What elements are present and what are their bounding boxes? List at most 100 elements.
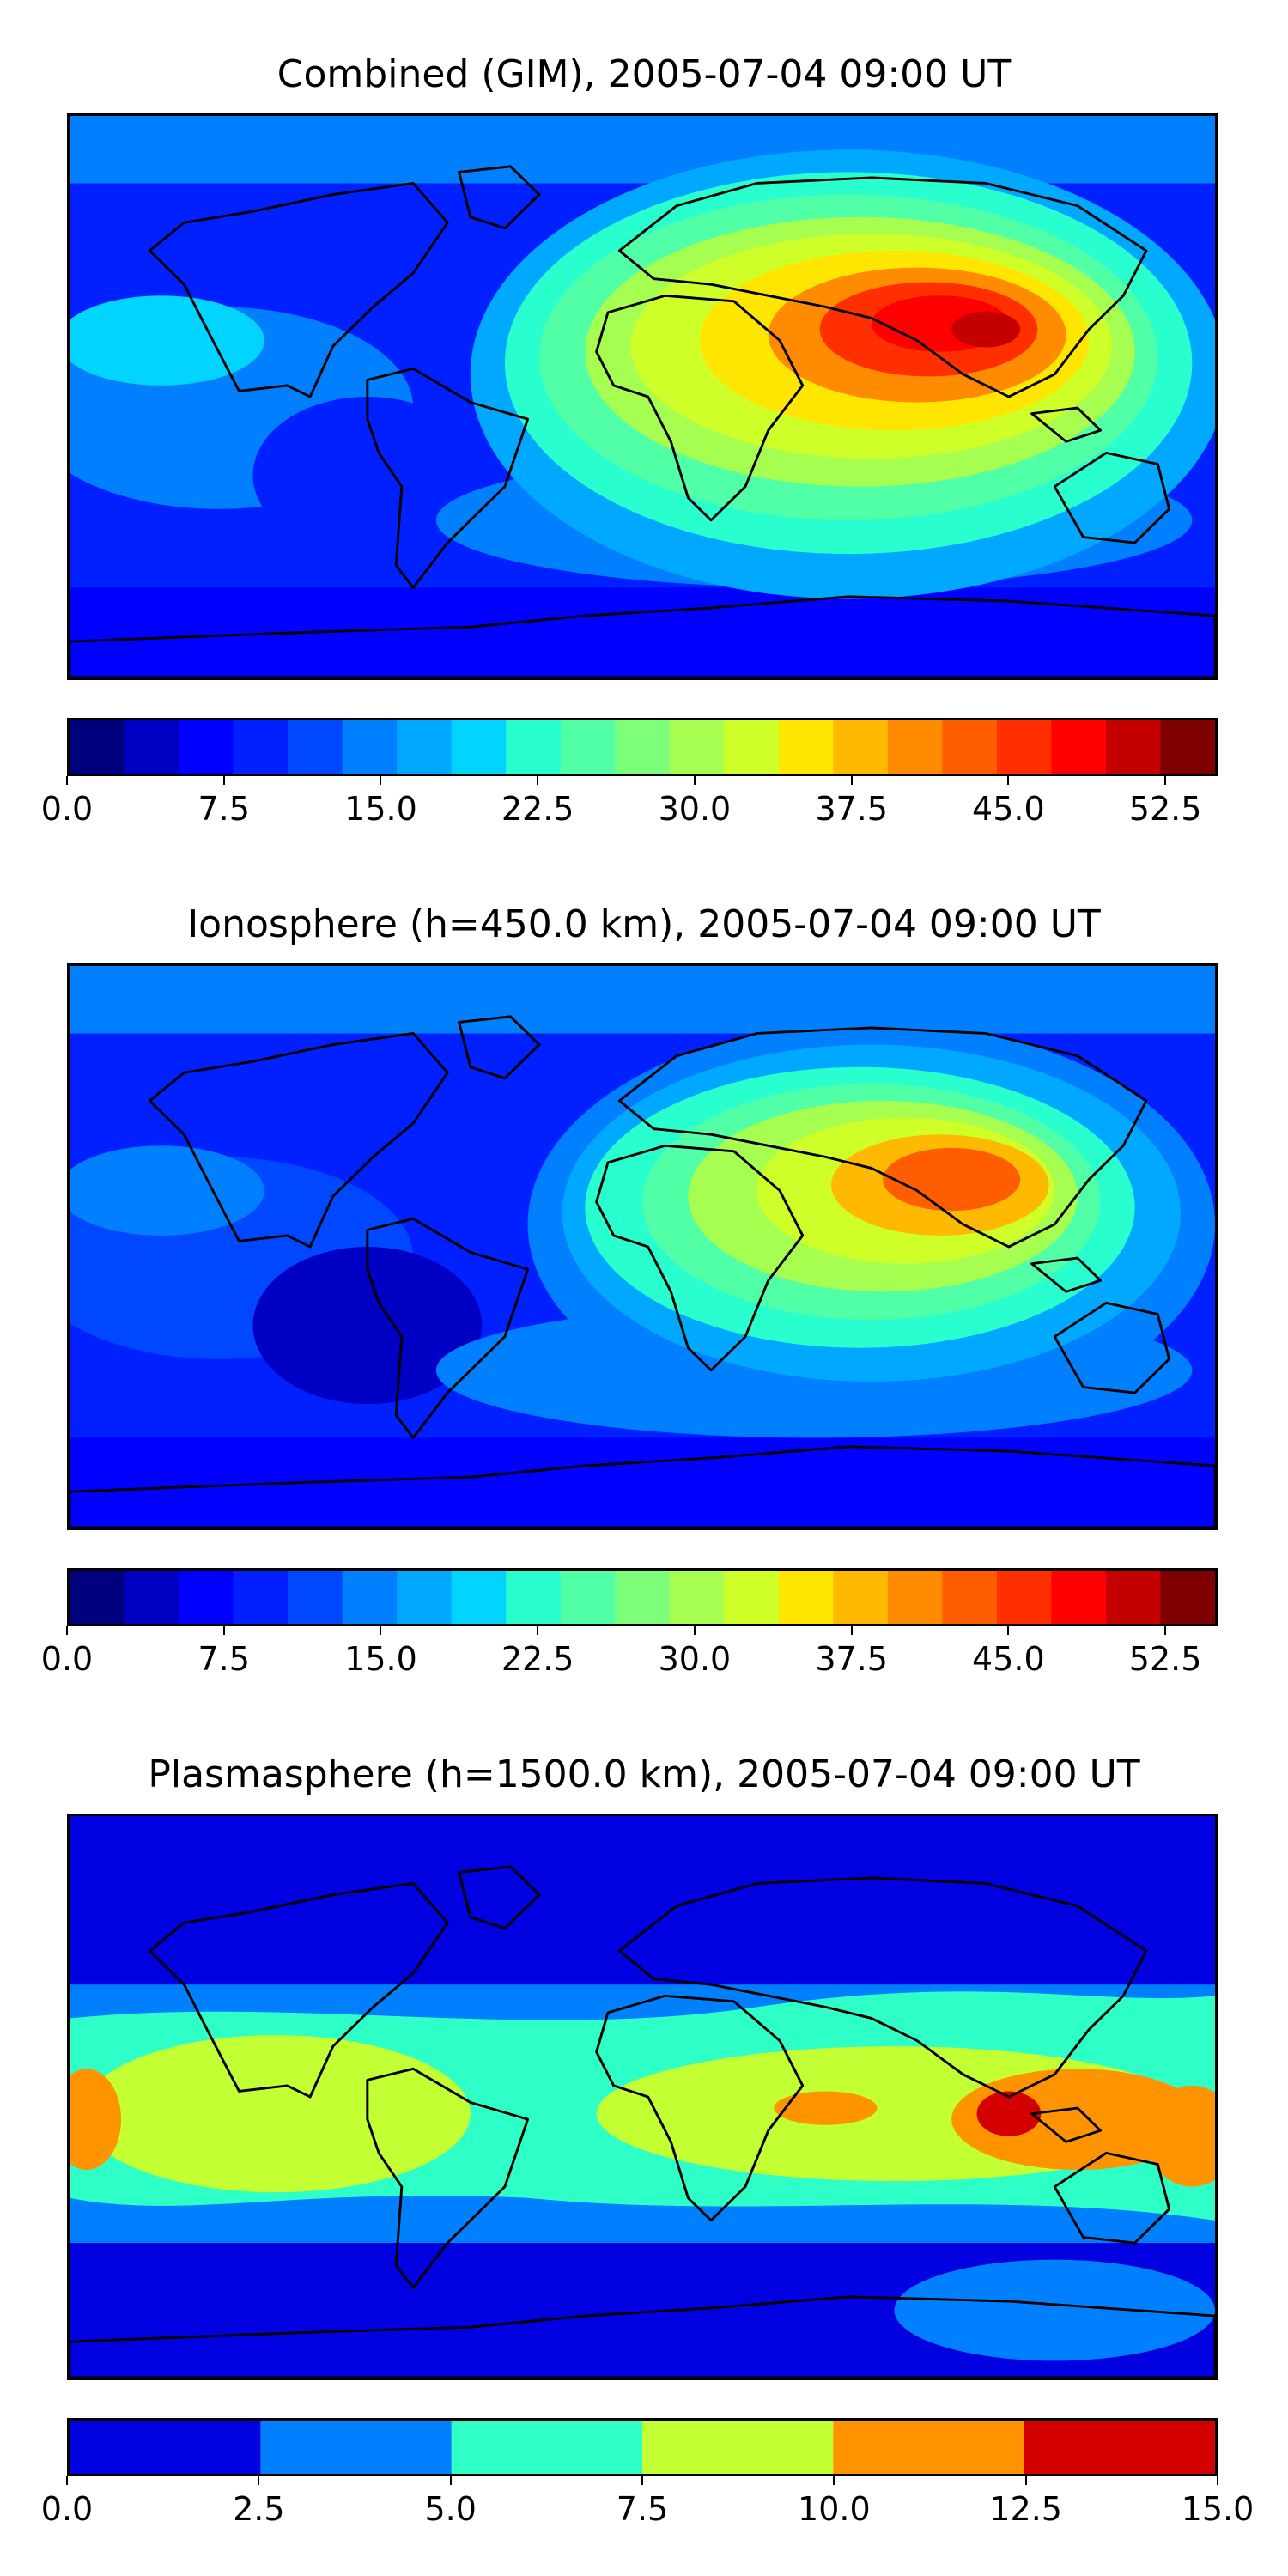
colorbar-ionosphere: [67, 1568, 1218, 1626]
colorbar-tick-label: 0.0: [40, 2490, 94, 2528]
colorbar-tick: [66, 1626, 68, 1635]
colorbar-level: [1024, 2421, 1215, 2474]
colorbar-tick: [850, 776, 853, 785]
colorbar-tick-label: 0.0: [40, 1640, 94, 1678]
colorbar-tick-label: 15.0: [1181, 2490, 1255, 2528]
colorbar-plasmasphere: [67, 2418, 1218, 2476]
colorbar-tick: [537, 776, 539, 785]
colorbar-level: [179, 720, 234, 774]
colorbar-level: [669, 1571, 725, 1624]
colorbar-level: [451, 2421, 643, 2474]
colorbar-level: [451, 1571, 507, 1624]
colorbar-level: [560, 1571, 616, 1624]
colorbar-level: [506, 1571, 562, 1624]
map-ionosphere: [67, 963, 1218, 1530]
colorbar-tick-label: 2.5: [233, 2490, 285, 2528]
panel-title: Ionosphere (h=450.0 km), 2005-07-04 09:0…: [187, 902, 1101, 946]
colorbar-tick: [1164, 1626, 1167, 1635]
colorbar-level: [996, 720, 1053, 774]
colorbar-tick-label: 7.5: [197, 790, 250, 828]
colorbar-level: [342, 720, 398, 774]
colorbar-level: [397, 1571, 453, 1624]
colorbar-combined: [67, 718, 1218, 776]
colorbar-tick: [1217, 2476, 1218, 2485]
colorbar-level: [887, 720, 944, 774]
colorbar-tick: [66, 776, 68, 785]
colorbar-ticks: 0.0 7.5 15.0 22.5 30.0 37.5 45.0 52.5: [41, 776, 1218, 828]
colorbar-level: [1160, 1571, 1215, 1624]
colorbar-tick-label: 10.0: [798, 2490, 871, 2528]
colorbar-tick-label: 52.5: [1128, 790, 1202, 828]
colorbar-tick: [1024, 2476, 1027, 2485]
colorbar-tick-label: 37.5: [815, 1640, 888, 1678]
colorbar-tick-label: 22.5: [501, 790, 574, 828]
colorbar-level: [1105, 720, 1162, 774]
colorbar-tick: [380, 776, 382, 785]
colorbar-tick: [1007, 1626, 1010, 1635]
colorbar-level: [615, 1571, 671, 1624]
colorbar-tick: [380, 1626, 382, 1635]
colorbar-level: [506, 720, 562, 774]
colorbar-tick-label: 5.0: [424, 2490, 477, 2528]
colorbar-level: [70, 720, 125, 774]
colorbar-tick-label: 7.5: [616, 2490, 669, 2528]
panel-title: Plasmasphere (h=1500.0 km), 2005-07-04 0…: [148, 1753, 1140, 1796]
colorbar-tick-label: 45.0: [972, 790, 1045, 828]
colorbar-tick-label: 15.0: [344, 1640, 417, 1678]
colorbar-tick: [1007, 776, 1010, 785]
colorbar-tick: [449, 2476, 452, 2485]
colorbar-tick: [222, 1626, 225, 1635]
colorbar-tick: [1164, 776, 1167, 785]
colorbar-tick: [833, 2476, 835, 2485]
colorbar-level: [288, 1571, 343, 1624]
map-plasmasphere: [67, 1814, 1218, 2380]
colorbar-tick: [693, 1626, 696, 1635]
colorbar-tick: [641, 2476, 643, 2485]
colorbar-tick-label: 15.0: [344, 790, 417, 828]
colorbar-tick-label: 30.0: [658, 790, 732, 828]
colorbar-level: [887, 1571, 944, 1624]
colorbar-level: [1051, 720, 1107, 774]
colorbar-level: [669, 720, 725, 774]
colorbar-level: [1160, 720, 1215, 774]
colorbar-tick: [537, 1626, 539, 1635]
colorbar-level: [942, 1571, 998, 1624]
colorbar-level: [560, 720, 616, 774]
colorbar-tick-label: 30.0: [658, 1640, 732, 1678]
colorbar-level: [451, 720, 507, 774]
colorbar-ticks: 0.0 2.5 5.0 7.5 10.0 12.5 15.0: [41, 2476, 1254, 2528]
colorbar-level: [70, 1571, 125, 1624]
colorbar-tick: [66, 2476, 68, 2485]
colorbar-tick-label: 37.5: [815, 790, 888, 828]
colorbar-level: [778, 720, 835, 774]
colorbar-level: [833, 720, 889, 774]
colorbar-tick-label: 52.5: [1128, 1640, 1202, 1678]
colorbar-level: [397, 720, 453, 774]
panel-title: Combined (GIM), 2005-07-04 09:00 UT: [276, 52, 1012, 96]
colorbar-tick: [850, 1626, 853, 1635]
colorbar-level: [724, 1571, 780, 1624]
colorbar-tick-label: 7.5: [197, 1640, 250, 1678]
colorbar-level: [778, 1571, 835, 1624]
colorbar-level: [124, 1571, 179, 1624]
colorbar-level: [342, 1571, 398, 1624]
colorbar-level: [288, 720, 343, 774]
colorbar-ticks: 0.0 7.5 15.0 22.5 30.0 37.5 45.0 52.5: [41, 1626, 1218, 1678]
colorbar-level: [233, 720, 289, 774]
colorbar-level: [724, 720, 780, 774]
colorbar-level: [942, 720, 998, 774]
colorbar-level: [833, 1571, 889, 1624]
colorbar-level: [996, 1571, 1053, 1624]
colorbar-level: [833, 2421, 1025, 2474]
colorbar-level: [233, 1571, 289, 1624]
colorbar-level: [1051, 1571, 1107, 1624]
colorbar-level: [615, 720, 671, 774]
colorbar-level: [70, 2421, 262, 2474]
colorbar-tick-label: 12.5: [989, 2490, 1062, 2528]
colorbar-level: [642, 2421, 835, 2474]
colorbar-tick: [693, 776, 696, 785]
colorbar-tick-label: 0.0: [40, 790, 94, 828]
colorbar-level: [179, 1571, 234, 1624]
colorbar-tick: [222, 776, 225, 785]
colorbar-tick: [258, 2476, 260, 2485]
